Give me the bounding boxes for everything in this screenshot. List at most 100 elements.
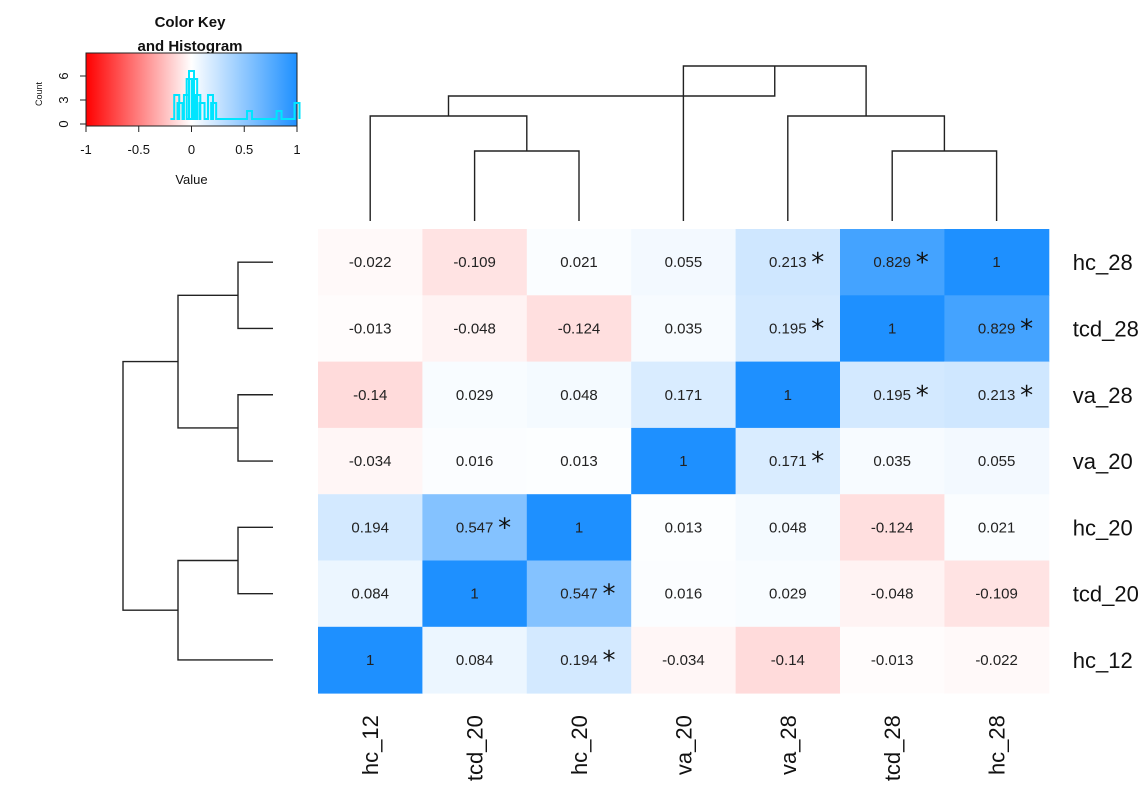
heatmap-cell xyxy=(735,361,841,429)
cell-value-label: 1 xyxy=(470,586,478,603)
heatmap-cell xyxy=(318,361,423,429)
heatmap-cell xyxy=(735,427,841,495)
cell-value-label: -0.109 xyxy=(453,254,496,271)
heatmap-cell xyxy=(422,229,528,296)
heatmap-cell xyxy=(318,229,423,296)
heatmap-cell xyxy=(631,494,737,561)
row-label: va_28 xyxy=(1073,383,1133,408)
cell-value-label: 0.171 xyxy=(769,453,807,470)
cell-value-label: 0.055 xyxy=(665,254,703,271)
x-tick-label: 1 xyxy=(293,142,300,157)
y-tick-label: 0 xyxy=(56,120,71,127)
color-key-ylabel: Count xyxy=(34,82,44,107)
dendrogram-branch xyxy=(237,394,273,462)
heatmap-cell xyxy=(631,361,737,429)
cell-value-label: 0.213 xyxy=(978,387,1016,404)
row-label: tcd_28 xyxy=(1073,316,1139,341)
heatmap-cell xyxy=(422,427,528,495)
color-key: Color Key and Histogram -1 -0.5 0 0.5 1 Value 0 3… xyxy=(34,14,301,187)
heatmap-cell xyxy=(735,494,841,561)
dendrogram-branch xyxy=(447,66,776,116)
heatmap-cell xyxy=(735,560,841,628)
heatmap-cell xyxy=(526,560,632,628)
cell-value-label: 0.016 xyxy=(665,586,703,603)
x-tick-label: -0.5 xyxy=(128,142,150,157)
heatmap-cell xyxy=(944,361,1050,429)
dendrogram-branch xyxy=(177,559,273,661)
cell-value-label: 0.035 xyxy=(665,320,703,337)
heatmap-cell xyxy=(944,229,1050,296)
dendrogram-branch xyxy=(237,526,273,595)
cell-value-label: -0.022 xyxy=(975,652,1018,669)
heatmap-cell xyxy=(318,560,423,628)
heatmap-cell xyxy=(840,229,945,296)
dendrogram-branch xyxy=(473,150,580,221)
cell-value-label: 0.055 xyxy=(978,453,1016,470)
cell-value-label: 0.195 xyxy=(769,320,807,337)
cell-value-label: 0.194 xyxy=(351,519,389,536)
heatmap-cell xyxy=(944,295,1050,363)
heatmap-cell xyxy=(526,427,632,495)
row-label: hc_20 xyxy=(1073,515,1133,540)
cell-value-label: 0.829 xyxy=(873,254,911,271)
column-label: hc_28 xyxy=(985,715,1010,775)
significance-marker: * xyxy=(811,314,824,344)
x-tick-label: 0 xyxy=(188,142,195,157)
cell-value-label: -0.109 xyxy=(975,586,1018,603)
column-label: hc_12 xyxy=(358,715,383,775)
cell-value-label: -0.14 xyxy=(771,652,805,669)
heatmap-cell xyxy=(318,295,423,363)
significance-marker: * xyxy=(1020,381,1033,411)
cell-value-label: -0.013 xyxy=(871,652,914,669)
cell-value-label: -0.013 xyxy=(349,320,392,337)
cell-value-label: 0.021 xyxy=(560,254,598,271)
column-label: tcd_28 xyxy=(880,715,905,781)
dendrogram-branch xyxy=(122,360,178,611)
significance-marker: * xyxy=(603,580,616,610)
significance-marker: * xyxy=(603,646,616,676)
cell-value-label: 1 xyxy=(575,519,583,536)
dendrogram-branch xyxy=(369,115,528,221)
heatmap-cell xyxy=(318,494,423,561)
row-dendrogram xyxy=(122,261,273,661)
cell-value-label: 1 xyxy=(679,453,687,470)
heatmap-cell xyxy=(944,626,1050,694)
column-label: tcd_20 xyxy=(463,715,488,781)
heatmap-cell xyxy=(526,361,632,429)
cell-value-label: 0.547 xyxy=(560,586,598,603)
cell-value-label: 0.213 xyxy=(769,254,807,271)
dendrogram-branch xyxy=(787,115,946,221)
cell-value-label: 0.029 xyxy=(456,387,494,404)
heatmap-cell xyxy=(422,361,528,429)
dendrogram-branch xyxy=(177,294,238,429)
cell-value-label: 0.547 xyxy=(456,519,494,536)
cell-value-label: 0.829 xyxy=(978,320,1016,337)
x-tick-label: -1 xyxy=(80,142,92,157)
heatmap-cell xyxy=(631,560,737,628)
heatmap-cell xyxy=(840,361,945,429)
heatmap-cell xyxy=(631,295,737,363)
cell-value-label: -0.124 xyxy=(558,320,601,337)
heatmap-cell xyxy=(840,295,945,363)
heatmap-cell xyxy=(318,626,423,694)
heatmap-cell xyxy=(735,295,841,363)
cell-value-label: -0.048 xyxy=(453,320,496,337)
cell-value-label: -0.034 xyxy=(349,453,392,470)
heatmap-cell xyxy=(735,626,841,694)
cell-value-label: -0.124 xyxy=(871,519,914,536)
cell-value-label: 0.084 xyxy=(456,652,494,669)
heatmap-cell xyxy=(735,229,841,296)
significance-marker: * xyxy=(916,248,929,278)
significance-marker: * xyxy=(1020,314,1033,344)
heatmap-cell xyxy=(422,494,528,561)
cell-value-label: 0.171 xyxy=(665,387,703,404)
cell-value-label: 0.048 xyxy=(560,387,598,404)
cell-value-label: 1 xyxy=(366,652,374,669)
heatmap-cell xyxy=(422,295,528,363)
row-labels: hc_28 tcd_28 va_28 va_20 hc_20 tcd_20 hc_12 xyxy=(1073,250,1139,673)
cell-value-label: 0.195 xyxy=(873,387,911,404)
heatmap-cell xyxy=(840,494,945,561)
heatmap-cell xyxy=(422,560,528,628)
heatmap-cell xyxy=(840,626,945,694)
heatmap-cell xyxy=(840,560,945,628)
